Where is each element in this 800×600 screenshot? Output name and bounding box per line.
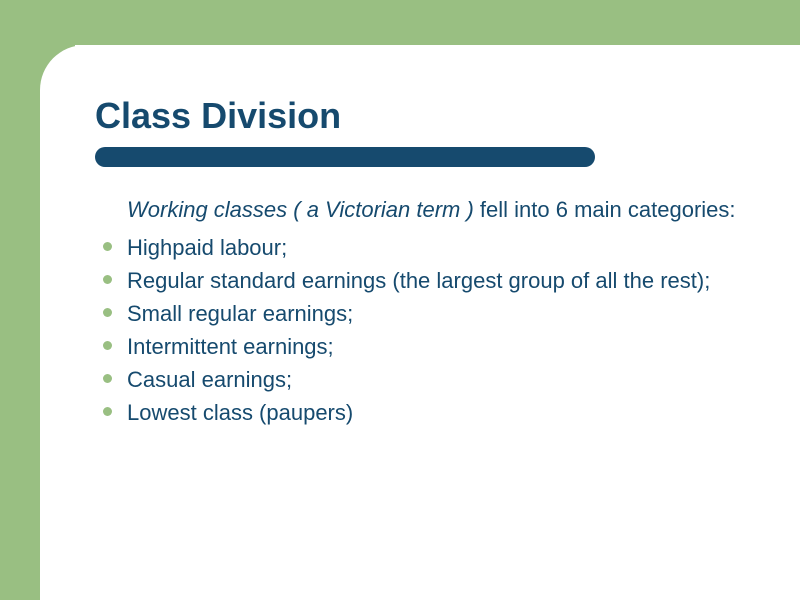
slide-title: Class Division xyxy=(95,95,755,137)
list-item: Small regular earnings; xyxy=(103,297,755,330)
top-green-bar xyxy=(0,0,800,45)
title-divider xyxy=(95,147,595,167)
bullet-list: Highpaid labour; Regular standard earnin… xyxy=(103,231,755,429)
list-item: Casual earnings; xyxy=(103,363,755,396)
slide-content: Class Division Working classes ( a Victo… xyxy=(95,95,755,429)
list-item: Highpaid labour; xyxy=(103,231,755,264)
intro-text: Working classes ( a Victorian term ) fel… xyxy=(127,195,755,225)
list-item: Intermittent earnings; xyxy=(103,330,755,363)
intro-rest: fell into 6 main categories: xyxy=(474,197,736,222)
intro-italic: Working classes ( a Victorian term ) xyxy=(127,197,474,222)
list-item: Regular standard earnings (the largest g… xyxy=(103,264,755,297)
list-item: Lowest class (paupers) xyxy=(103,396,755,429)
